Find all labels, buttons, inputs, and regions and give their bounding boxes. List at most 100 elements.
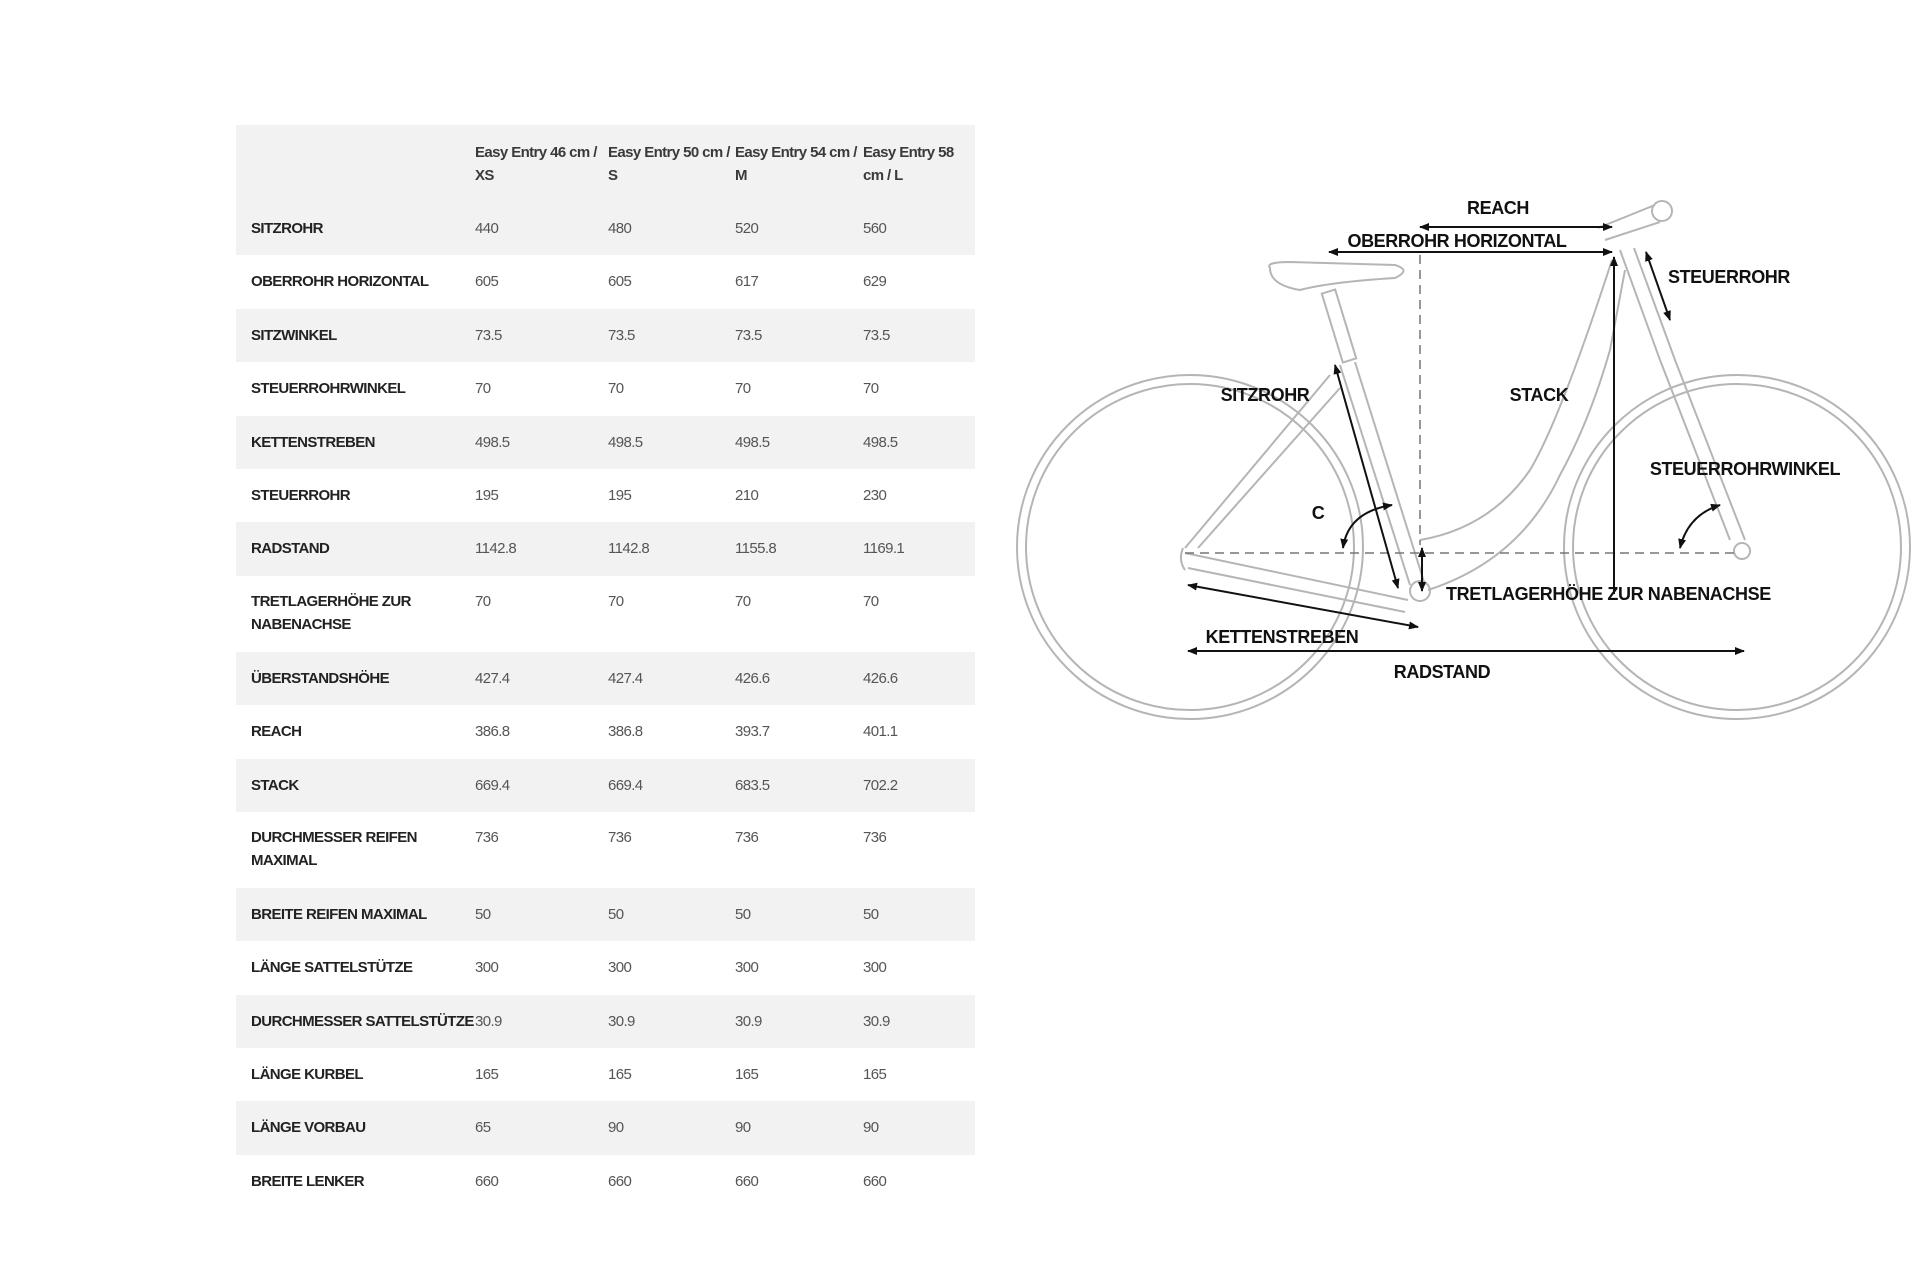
cell-value: 560 (863, 220, 887, 237)
cell-value: 30.9 (735, 1012, 762, 1030)
row-label: SITZWINKEL (251, 326, 337, 344)
cell-value: 498.5 (608, 433, 643, 451)
cell-value: 1169.1 (863, 540, 905, 558)
table-row: DURCHMESSER SATTELSTÜTZE 30.9 30.9 30.9 30.9 (236, 994, 975, 1049)
cell-value: 1155.8 (735, 540, 777, 558)
geometry-table: Easy Entry 46 cm / XS Easy Entry 50 cm /… (236, 125, 975, 1208)
cell-value: 70 (608, 380, 624, 398)
cell-value: 165 (608, 1066, 632, 1084)
cell-value: 702.2 (863, 776, 898, 794)
cell-value: 498.5 (735, 433, 770, 451)
cell-value: 70 (735, 592, 751, 610)
cell-value: 73.5 (863, 326, 890, 344)
cell-value: 660 (608, 1172, 632, 1190)
column-header: Easy Entry 50 cm / S (608, 144, 730, 184)
cell-value: 65 (475, 1119, 491, 1137)
table-row: ÜBERSTANDSHÖHE 427.4 427.4 426.6 426.6 (236, 651, 975, 706)
cell-value: 70 (608, 592, 624, 610)
cell-value: 498.5 (475, 433, 510, 451)
label-kettenstreben: KETTENSTREBEN (1206, 627, 1359, 647)
cell-value: 195 (608, 486, 632, 504)
label-stack: STACK (1510, 385, 1569, 405)
cell-value: 605 (475, 273, 499, 291)
table-row: SITZWINKEL 73.5 73.5 73.5 73.5 (236, 308, 975, 363)
cell-value: 70 (863, 592, 879, 610)
table-row: STACK 669.4 669.4 683.5 702.2 (236, 758, 975, 812)
cell-value: 165 (475, 1066, 499, 1084)
table-row: STEUERROHR 195 195 210 230 (236, 469, 975, 522)
rear-wheel (1016, 374, 1364, 720)
column-header: Easy Entry 58 cm / L (863, 144, 954, 184)
seat-tube (1339, 361, 1426, 586)
cell-value: 629 (863, 273, 887, 291)
row-label: REACH (251, 723, 302, 741)
cell-value: 300 (735, 959, 759, 977)
row-label: ÜBERSTANDSHÖHE (251, 669, 390, 687)
column-header: Easy Entry 46 cm / XS (475, 144, 597, 184)
seat-angle-arrow (1340, 502, 1393, 549)
cell-value: 70 (475, 592, 491, 610)
cell-value: 70 (735, 380, 751, 398)
row-label: LÄNGE SATTELSTÜTZE (251, 959, 413, 977)
cell-value: 736 (608, 828, 632, 846)
cell-value: 30.9 (863, 1012, 890, 1030)
cell-value: 393.7 (735, 723, 770, 741)
row-label: OBERROHR HORIZONTAL (251, 273, 429, 291)
cell-value: 426.6 (863, 669, 898, 687)
table-row: LÄNGE VORBAU 65 90 90 90 (236, 1101, 975, 1155)
table-row: OBERROHR HORIZONTAL 605 605 617 629 (236, 255, 975, 308)
cell-value: 1142.8 (608, 540, 650, 558)
table-row: RADSTAND 1142.8 1142.8 1155.8 1169.1 (236, 522, 975, 576)
cell-value: 520 (735, 220, 759, 237)
kettenstreben-arrow (1187, 582, 1419, 630)
cell-value: 165 (735, 1066, 759, 1084)
table-row: DURCHMESSER REIFEN MAXIMAL 736 736 736 736 (236, 812, 975, 888)
cell-value: 669.4 (608, 776, 643, 794)
head-angle-arrow (1678, 503, 1721, 549)
cell-value: 498.5 (863, 433, 898, 451)
cell-value: 210 (735, 486, 759, 504)
stem (1597, 204, 1661, 241)
table-header-row: Easy Entry 46 cm / XS Easy Entry 50 cm /… (236, 125, 975, 202)
cell-value: 736 (475, 828, 499, 846)
table-row: BREITE LENKER 660 660 660 660 (236, 1155, 975, 1208)
cell-value: 669.4 (475, 776, 510, 794)
cell-value: 660 (735, 1172, 759, 1190)
row-label: BREITE LENKER (251, 1172, 365, 1190)
row-label: TRETLAGERHÖHE ZUR NABENACHSE (251, 592, 411, 633)
table-row: REACH 386.8 386.8 393.7 401.1 (236, 705, 975, 758)
cell-value: 50 (863, 905, 879, 923)
cell-value: 736 (735, 828, 759, 846)
cell-value: 230 (863, 486, 887, 504)
cell-value: 300 (608, 959, 632, 977)
cell-value: 50 (735, 905, 751, 923)
label-c: C (1312, 503, 1325, 523)
cell-value: 90 (863, 1119, 879, 1137)
row-label: DURCHMESSER REIFEN MAXIMAL (251, 828, 417, 869)
chainstay (1184, 552, 1409, 613)
cell-value: 300 (863, 959, 887, 977)
table-row: SITZROHR 440 480 520 560 (236, 202, 975, 256)
cell-value: 736 (863, 828, 887, 846)
row-label: STEUERROHR (251, 486, 351, 504)
label-radstand: RADSTAND (1394, 662, 1491, 682)
label-oberrohr: OBERROHR HORIZONTAL (1347, 231, 1566, 251)
row-label: STACK (251, 776, 299, 794)
row-label: BREITE REIFEN MAXIMAL (251, 905, 427, 923)
row-label: LÄNGE VORBAU (251, 1119, 366, 1137)
cell-value: 70 (863, 380, 879, 398)
cell-value: 30.9 (608, 1012, 635, 1030)
cell-value: 90 (608, 1119, 624, 1137)
down-tube (1419, 259, 1626, 591)
row-label: DURCHMESSER SATTELSTÜTZE (251, 1012, 474, 1030)
cell-value: 683.5 (735, 776, 770, 794)
table-row: LÄNGE SATTELSTÜTZE 300 300 300 300 (236, 941, 975, 994)
column-header: Easy Entry 54 cm / M (735, 144, 857, 184)
cell-value: 90 (735, 1119, 751, 1137)
cell-value: 386.8 (608, 723, 643, 741)
front-wheel (1563, 374, 1911, 720)
cell-value: 386.8 (475, 723, 510, 741)
row-label: STEUERROHRWINKEL (251, 380, 406, 398)
table-row: TRETLAGERHÖHE ZUR NABENACHSE 70 70 70 70 (236, 576, 975, 652)
